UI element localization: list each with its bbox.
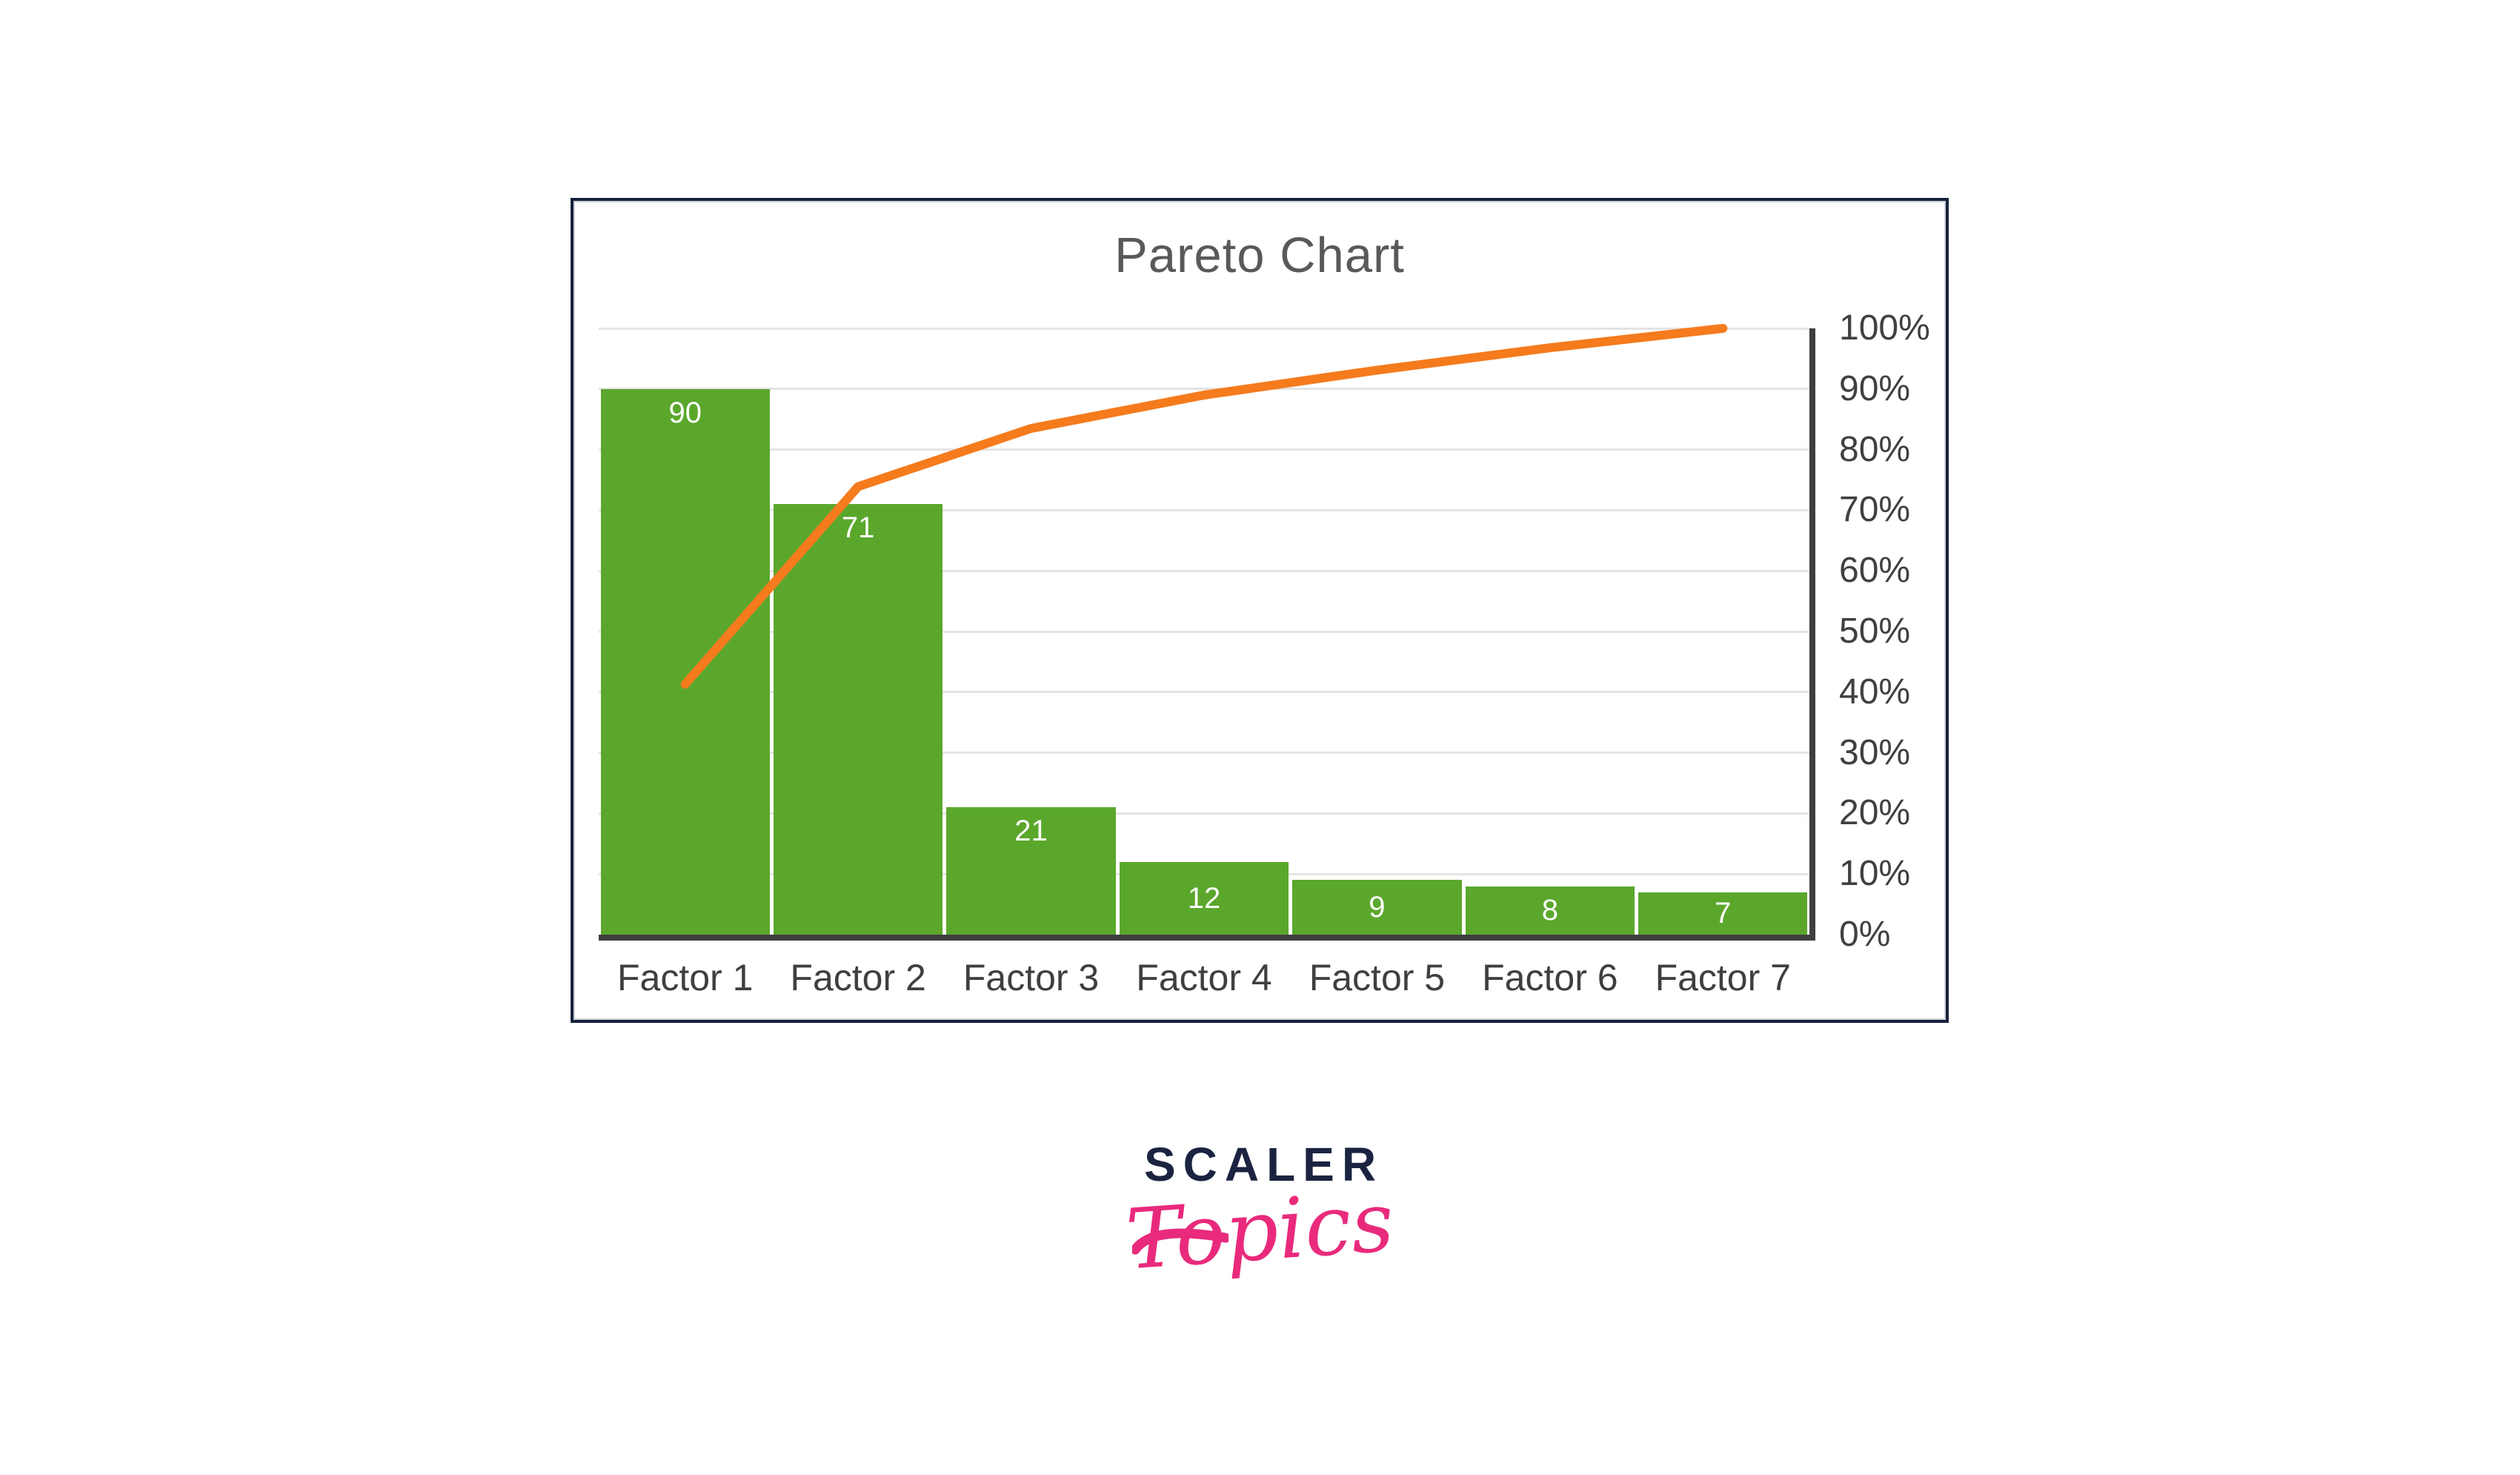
gridline: [599, 752, 1809, 755]
bar-value-label: 8: [1541, 894, 1558, 927]
bar-value-label: 9: [1369, 891, 1386, 924]
bar: 7: [1638, 892, 1808, 935]
bar-value-label: 12: [1187, 881, 1221, 915]
gridline: [599, 812, 1809, 815]
y-axis-tick-label: 30%: [1839, 732, 1911, 772]
chart-inner: Pareto Chart 100% 90% 80% 70% 60% 50% 40% 30% 20…: [574, 201, 1946, 1020]
bar: 21: [946, 807, 1116, 935]
chart-title: Pareto Chart: [1114, 228, 1405, 283]
bar: 9: [1292, 880, 1462, 935]
y-axis-tick-label: 10%: [1839, 854, 1911, 894]
y-axis-tick-label: 60%: [1839, 551, 1911, 591]
bar-value-label: 21: [1014, 815, 1048, 848]
x-axis-label: Factor 3: [963, 957, 1100, 998]
gridline: [599, 327, 1809, 330]
x-axis-label: Factor 5: [1309, 957, 1446, 998]
y-axis-tick-label: 40%: [1839, 672, 1911, 712]
scaler-logo-topics-wordmark: Topics: [1123, 1173, 1397, 1289]
y-axis-tick-label: 80%: [1839, 429, 1911, 469]
y-axis-tick-label: 20%: [1839, 793, 1911, 833]
x-axis-label: Factor 6: [1482, 957, 1618, 998]
bar: 90: [600, 388, 770, 935]
x-axis-label: Factor 1: [617, 957, 754, 998]
bar: 71: [773, 504, 943, 935]
y-axis-tick-label: 50%: [1839, 611, 1911, 651]
right-axis-spine: [1809, 328, 1815, 941]
pareto-chart-frame: Pareto Chart 100% 90% 80% 70% 60% 50% 40% 30% 20…: [571, 198, 1949, 1023]
y-axis-tick-label: 70%: [1839, 490, 1911, 530]
gridline: [599, 448, 1809, 451]
gridline: [599, 691, 1809, 694]
bar-value-label: 71: [841, 511, 875, 545]
scaler-logo-brand-text: SCALER: [1143, 1138, 1384, 1191]
y-axis-tick-label: 90%: [1839, 368, 1911, 408]
bar: 8: [1465, 886, 1635, 935]
x-axis-label: Factor 7: [1655, 957, 1791, 998]
topics-swash-icon: [1132, 1228, 1229, 1255]
bar-value-label: 90: [668, 396, 702, 429]
x-axis-label: Factor 2: [790, 957, 926, 998]
bar: 12: [1119, 861, 1289, 935]
plot-area: 100% 90% 80% 70% 60% 50% 40% 30% 20% 10% 0% 90 71 21 1…: [574, 201, 1946, 1020]
x-axis-label: Factor 4: [1136, 957, 1272, 998]
x-axis-line: [599, 935, 1815, 941]
gridline: [599, 388, 1809, 391]
y-axis-tick-label: 0%: [1839, 915, 1891, 954]
bar-value-label: 7: [1715, 897, 1732, 930]
y-axis-tick-label: 100%: [1839, 308, 1930, 348]
